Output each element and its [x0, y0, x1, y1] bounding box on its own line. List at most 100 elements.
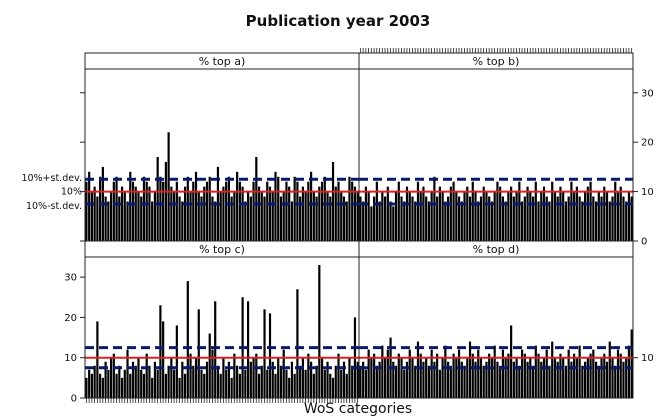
bar-b-27 [433, 176, 436, 241]
y-tick-label-b-0: 0 [641, 237, 647, 248]
bar-d-0 [359, 365, 362, 398]
bar-d-51 [499, 365, 502, 398]
bar-b-32 [447, 196, 450, 241]
bar-c-29 [164, 373, 167, 398]
bar-b-23 [422, 186, 425, 241]
bar-c-4 [96, 321, 99, 398]
bar-c-23 [148, 365, 151, 398]
bar-c-22 [145, 353, 148, 398]
bar-a-26 [156, 157, 159, 241]
bar-b-72 [556, 196, 559, 241]
bar-b-70 [551, 181, 554, 241]
bar-c-97 [351, 365, 354, 398]
bar-d-45 [482, 365, 485, 398]
x-axis-label: WoS categories [304, 401, 412, 417]
panel-frame-a [84, 68, 360, 242]
bar-d-85 [592, 349, 595, 398]
bar-d-29 [438, 369, 441, 398]
bar-a-34 [178, 196, 181, 241]
bar-d-52 [501, 349, 504, 398]
bar-b-13 [394, 191, 398, 241]
bar-c-94 [342, 361, 346, 398]
bar-c-99 [356, 361, 359, 398]
panel-frame-c [84, 256, 360, 399]
bar-d-87 [597, 365, 600, 398]
bar-c-96 [348, 357, 351, 398]
x-ticks-top [359, 48, 633, 53]
bar-a-74 [288, 186, 291, 241]
bar-b-63 [531, 196, 535, 241]
bar-c-49 [219, 373, 222, 398]
bar-a-20 [140, 196, 143, 241]
bar-c-53 [230, 377, 233, 398]
bar-a-98 [353, 186, 357, 241]
bar-a-39 [192, 181, 195, 241]
bar-b-8 [381, 191, 384, 241]
bar-b-36 [457, 196, 461, 241]
bar-a-96 [348, 176, 351, 241]
bar-b-4 [370, 206, 373, 241]
bar-a-43 [203, 186, 206, 241]
bar-b-3 [367, 191, 370, 241]
bar-b-46 [485, 191, 488, 241]
bar-d-60 [523, 353, 526, 398]
bar-b-59 [520, 201, 524, 241]
bar-b-48 [490, 201, 494, 241]
bar-c-76 [293, 373, 296, 398]
bar-b-35 [455, 191, 458, 241]
bar-d-15 [400, 357, 403, 398]
panel-c: % top c) 0 10 20 30 [64, 240, 360, 405]
bar-c-13 [120, 377, 124, 398]
bar-c-83 [312, 373, 315, 398]
bar-d-1 [362, 361, 365, 398]
bar-d-43 [477, 349, 480, 398]
bar-b-15 [400, 196, 403, 241]
bar-c-52 [227, 361, 230, 398]
bar-d-20 [414, 365, 417, 398]
bar-a-37 [186, 176, 189, 241]
bar-c-75 [290, 361, 294, 398]
bar-d-99 [630, 329, 633, 398]
bar-a-55 [236, 171, 239, 241]
bar-a-75 [290, 201, 294, 241]
bar-c-92 [337, 353, 340, 398]
bar-a-66 [266, 181, 269, 241]
bar-b-81 [581, 201, 584, 241]
bar-b-12 [392, 206, 395, 241]
bar-b-91 [608, 201, 611, 241]
bar-d-25 [427, 365, 431, 398]
bar-d-93 [614, 365, 617, 398]
bar-a-12 [118, 196, 121, 241]
bar-c-12 [118, 365, 121, 398]
bar-c-8 [107, 369, 110, 398]
bar-a-88 [326, 191, 329, 241]
bar-a-93 [340, 191, 343, 241]
bar-a-65 [263, 196, 266, 241]
bar-c-58 [244, 369, 247, 398]
bar-a-35 [181, 201, 184, 241]
bar-d-83 [586, 357, 589, 398]
bar-a-30 [167, 132, 170, 241]
bar-c-35 [181, 361, 184, 398]
bar-a-23 [148, 186, 151, 241]
bar-d-28 [436, 353, 439, 398]
bar-b-95 [619, 186, 622, 241]
bar-c-48 [216, 365, 220, 398]
y-tick-label-c-30: 30 [64, 273, 77, 284]
bar-b-18 [408, 191, 411, 241]
bar-d-62 [529, 357, 532, 398]
bar-a-97 [351, 181, 354, 241]
bar-b-29 [438, 186, 441, 241]
bar-c-31 [170, 357, 173, 398]
bar-a-91 [334, 186, 337, 241]
bar-d-50 [496, 361, 499, 398]
bar-d-38 [463, 365, 466, 398]
bar-d-76 [567, 349, 570, 398]
bar-a-69 [274, 171, 277, 241]
bar-a-33 [175, 181, 178, 241]
bar-b-52 [501, 196, 504, 241]
bar-c-36 [183, 373, 187, 398]
bar-a-51 [225, 181, 228, 241]
bar-a-83 [312, 191, 315, 241]
